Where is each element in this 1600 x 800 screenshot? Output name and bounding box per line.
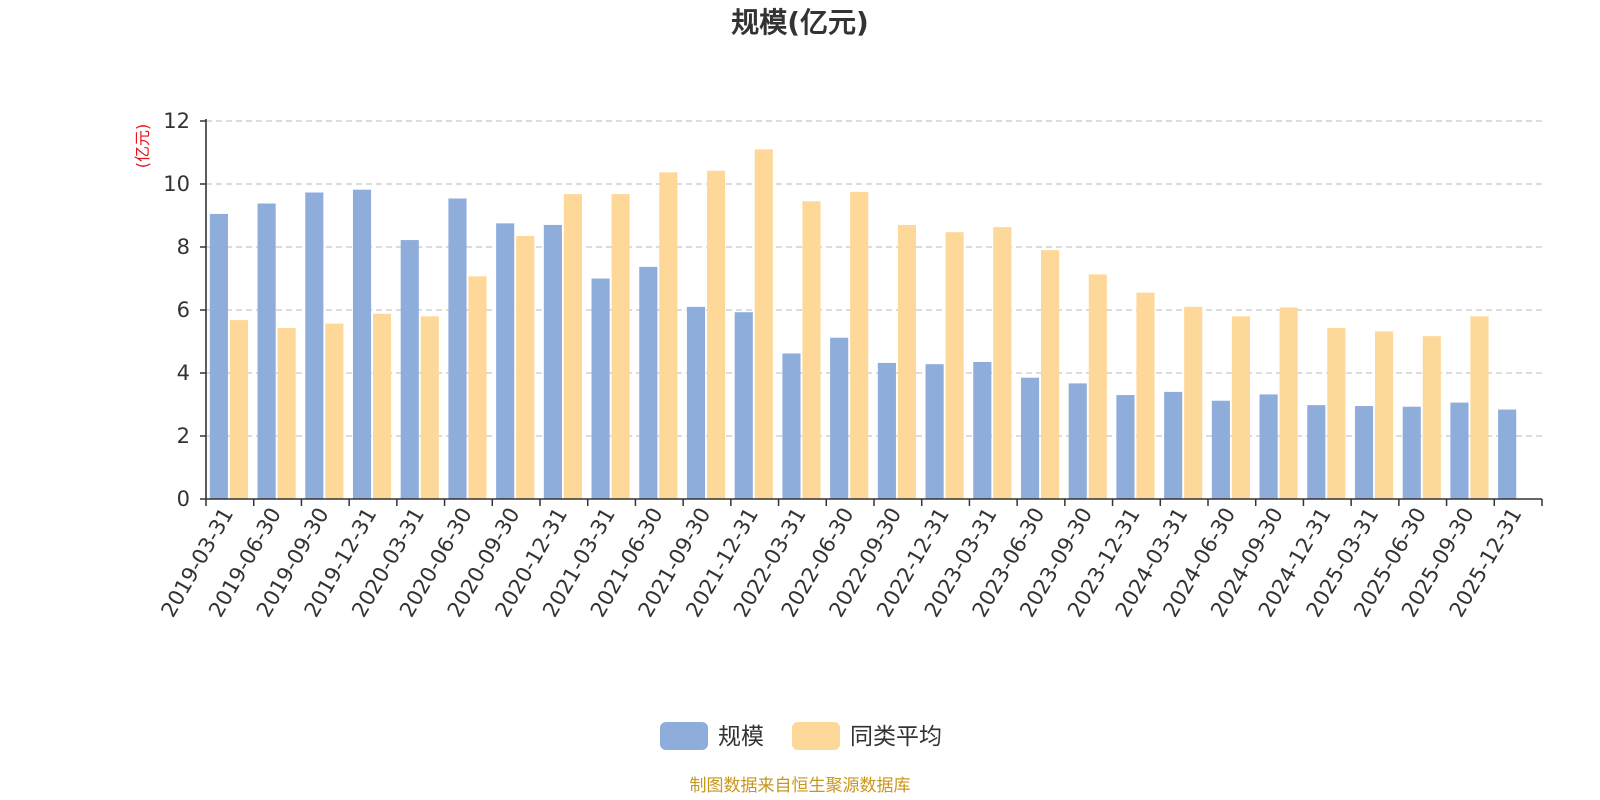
bar-peer-average xyxy=(277,327,296,499)
bar-scale xyxy=(830,337,849,499)
bar-peer-average xyxy=(1422,336,1441,499)
bar-scale xyxy=(305,192,324,499)
bar-scale xyxy=(1498,409,1517,499)
bar-scale xyxy=(448,198,467,500)
bar-peer-average xyxy=(945,232,964,499)
bar-peer-average xyxy=(707,170,726,499)
y-tick-label: 10 xyxy=(163,172,190,196)
legend-swatch xyxy=(792,722,840,750)
bar-peer-average xyxy=(1041,250,1060,499)
bar-peer-average xyxy=(1231,316,1250,499)
y-axis-label: (亿元) xyxy=(133,124,152,169)
bar-scale xyxy=(1402,406,1421,499)
bar-scale xyxy=(1450,402,1469,499)
bar-scale xyxy=(1020,377,1040,499)
bar-peer-average xyxy=(325,323,344,499)
bar-peer-average xyxy=(563,194,582,499)
bar-peer-average xyxy=(1375,331,1394,499)
bar-peer-average xyxy=(373,313,392,499)
bar-peer-average xyxy=(1470,316,1489,499)
bar-scale xyxy=(1211,400,1230,499)
bar-scale xyxy=(1307,405,1326,499)
bar-peer-average xyxy=(516,235,535,499)
legend-swatch xyxy=(660,722,708,750)
bar-peer-average xyxy=(229,320,248,499)
bar-scale xyxy=(352,189,372,500)
bar-peer-average xyxy=(1327,327,1346,499)
bar-peer-average xyxy=(802,201,821,499)
y-tick-labels: 0 2 4 6 8 10 12 xyxy=(163,109,190,511)
chart-title: 规模(亿元) xyxy=(731,6,869,39)
bar-scale xyxy=(925,364,944,499)
bar-scale xyxy=(257,203,276,499)
bar-scale xyxy=(543,224,562,499)
bar-peer-average xyxy=(420,316,439,499)
bar-scale xyxy=(1164,391,1183,499)
bar-peer-average xyxy=(993,227,1012,499)
y-tick-label: 2 xyxy=(177,424,190,448)
legend-label: 规模 xyxy=(718,724,764,750)
bars-group xyxy=(209,149,1517,500)
y-tick-label: 4 xyxy=(177,361,190,385)
bar-scale xyxy=(1259,394,1278,499)
bar-scale xyxy=(496,223,515,499)
y-tick-label: 6 xyxy=(177,298,190,322)
legend: 规模 同类平均 xyxy=(660,722,942,750)
bar-scale xyxy=(877,362,896,499)
bar-scale xyxy=(1116,395,1135,499)
bar-peer-average xyxy=(468,276,487,499)
bar-peer-average xyxy=(1279,307,1298,499)
bar-peer-average xyxy=(1136,292,1155,499)
bar-scale xyxy=(639,266,658,499)
x-tick-labels: 2019-03-312019-06-302019-09-302019-12-31… xyxy=(156,503,1526,621)
bar-scale xyxy=(591,278,610,499)
bar-scale xyxy=(1354,406,1374,499)
bar-peer-average xyxy=(1088,274,1107,499)
bar-peer-average xyxy=(897,224,916,499)
y-tick-label: 0 xyxy=(177,487,190,511)
bar-peer-average xyxy=(659,172,678,499)
bar-scale xyxy=(686,306,706,499)
axes-group xyxy=(200,119,1543,506)
bar-peer-average xyxy=(754,149,773,499)
bar-peer-average xyxy=(850,191,869,499)
source-note: 制图数据来自恒生聚源数据库 xyxy=(690,776,911,796)
bar-peer-average xyxy=(611,194,630,499)
bar-scale xyxy=(782,353,801,499)
bar-scale xyxy=(734,312,753,499)
bar-peer-average xyxy=(1184,306,1203,499)
bar-scale xyxy=(400,240,419,499)
bar-scale xyxy=(209,213,228,500)
bar-scale xyxy=(973,361,992,499)
bar-scale xyxy=(1068,383,1087,499)
legend-label: 同类平均 xyxy=(850,724,942,750)
y-tick-label: 12 xyxy=(163,109,190,133)
y-tick-label: 8 xyxy=(177,235,190,259)
